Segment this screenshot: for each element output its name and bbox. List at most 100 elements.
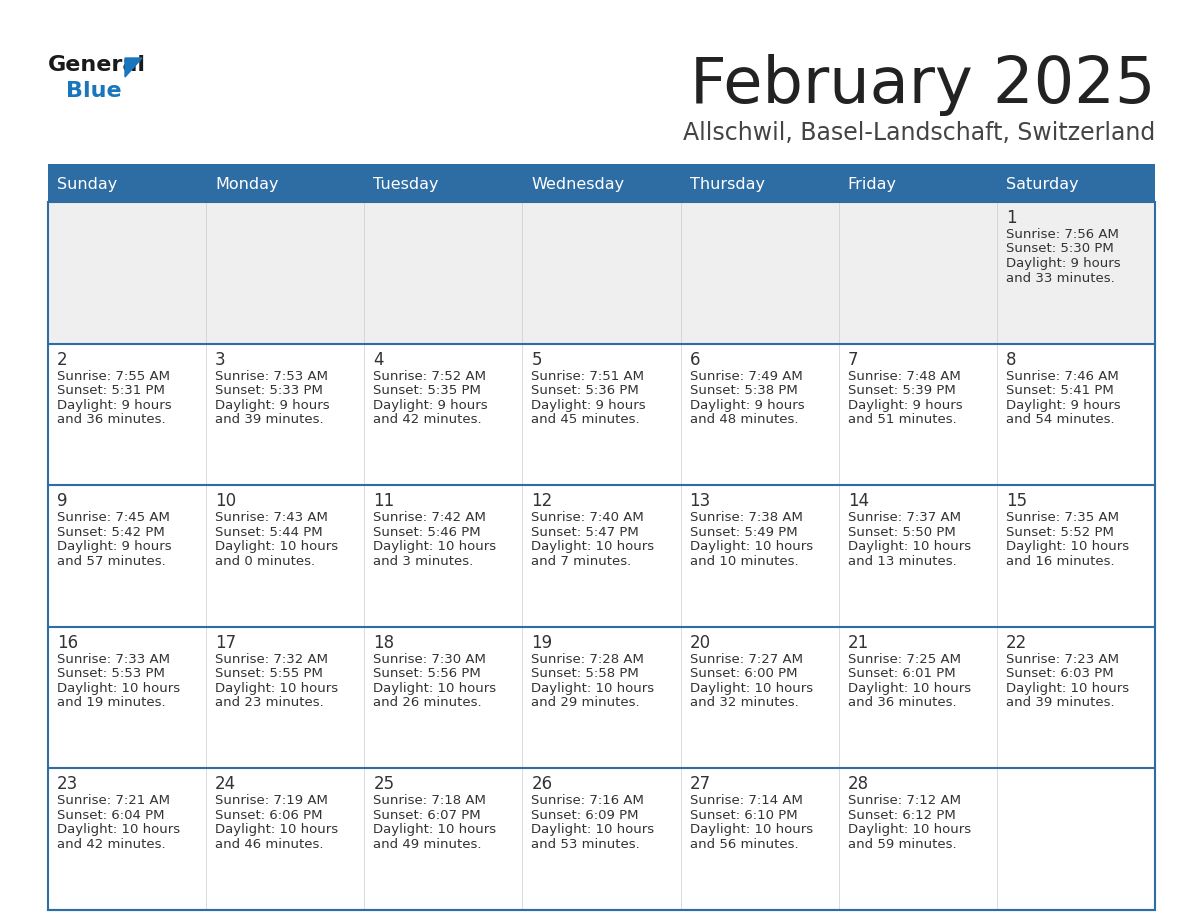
Text: 28: 28	[848, 776, 868, 793]
Text: 26: 26	[531, 776, 552, 793]
Text: 9: 9	[57, 492, 68, 510]
Text: and 42 minutes.: and 42 minutes.	[373, 413, 482, 426]
Bar	[681, 768, 839, 910]
Text: Sunset: 5:31 PM: Sunset: 5:31 PM	[57, 384, 165, 397]
Text: 13: 13	[689, 492, 710, 510]
Text: Daylight: 10 hours: Daylight: 10 hours	[848, 540, 971, 554]
Text: Daylight: 10 hours: Daylight: 10 hours	[215, 823, 339, 836]
Text: General: General	[48, 55, 146, 75]
Text: Sunrise: 7:37 AM: Sunrise: 7:37 AM	[848, 511, 961, 524]
Text: 20: 20	[689, 633, 710, 652]
Text: 4: 4	[373, 351, 384, 369]
Text: 16: 16	[57, 633, 78, 652]
Text: Daylight: 9 hours: Daylight: 9 hours	[57, 398, 171, 411]
Text: Sunset: 5:36 PM: Sunset: 5:36 PM	[531, 384, 639, 397]
Bar	[839, 202, 997, 343]
Text: Sunrise: 7:46 AM: Sunrise: 7:46 AM	[1006, 370, 1119, 383]
Text: Daylight: 10 hours: Daylight: 10 hours	[848, 682, 971, 695]
Text: Sunrise: 7:35 AM: Sunrise: 7:35 AM	[1006, 511, 1119, 524]
Text: Sunrise: 7:49 AM: Sunrise: 7:49 AM	[689, 370, 802, 383]
Text: Sunrise: 7:56 AM: Sunrise: 7:56 AM	[1006, 228, 1119, 241]
Text: Sunset: 5:47 PM: Sunset: 5:47 PM	[531, 526, 639, 539]
Bar	[207, 486, 365, 627]
Text: Daylight: 10 hours: Daylight: 10 hours	[1006, 682, 1129, 695]
Bar	[681, 486, 839, 627]
Text: Sunset: 5:56 PM: Sunset: 5:56 PM	[373, 667, 481, 680]
Text: and 42 minutes.: and 42 minutes.	[57, 838, 165, 851]
Text: Sunset: 6:12 PM: Sunset: 6:12 PM	[848, 809, 955, 822]
Text: and 3 minutes.: and 3 minutes.	[373, 554, 474, 567]
Text: Blue: Blue	[67, 81, 121, 101]
Text: Daylight: 9 hours: Daylight: 9 hours	[1006, 257, 1120, 270]
Text: Sunset: 6:07 PM: Sunset: 6:07 PM	[373, 809, 481, 822]
Text: Sunrise: 7:55 AM: Sunrise: 7:55 AM	[57, 370, 170, 383]
Text: Sunrise: 7:18 AM: Sunrise: 7:18 AM	[373, 794, 486, 808]
Text: Sunrise: 7:33 AM: Sunrise: 7:33 AM	[57, 653, 170, 666]
Text: Friday: Friday	[848, 177, 897, 193]
Bar	[365, 343, 523, 486]
Bar	[365, 768, 523, 910]
Text: and 19 minutes.: and 19 minutes.	[57, 696, 165, 710]
Bar	[48, 202, 207, 343]
Text: Sunset: 6:10 PM: Sunset: 6:10 PM	[689, 809, 797, 822]
Text: Daylight: 10 hours: Daylight: 10 hours	[848, 823, 971, 836]
Text: Daylight: 9 hours: Daylight: 9 hours	[215, 398, 330, 411]
Bar	[839, 768, 997, 910]
Bar	[997, 486, 1155, 627]
Text: and 10 minutes.: and 10 minutes.	[689, 554, 798, 567]
Text: and 16 minutes.: and 16 minutes.	[1006, 554, 1114, 567]
Bar	[997, 343, 1155, 486]
Bar	[365, 202, 523, 343]
Text: Daylight: 9 hours: Daylight: 9 hours	[1006, 398, 1120, 411]
Text: 2: 2	[57, 351, 68, 369]
Text: Sunset: 6:01 PM: Sunset: 6:01 PM	[848, 667, 955, 680]
Text: and 45 minutes.: and 45 minutes.	[531, 413, 640, 426]
Text: Sunset: 5:46 PM: Sunset: 5:46 PM	[373, 526, 481, 539]
Text: Sunset: 5:39 PM: Sunset: 5:39 PM	[848, 384, 955, 397]
Text: 25: 25	[373, 776, 394, 793]
Text: Sunset: 5:41 PM: Sunset: 5:41 PM	[1006, 384, 1113, 397]
Text: 10: 10	[215, 492, 236, 510]
Text: Daylight: 10 hours: Daylight: 10 hours	[689, 682, 813, 695]
Text: and 0 minutes.: and 0 minutes.	[215, 554, 315, 567]
Text: Sunset: 6:04 PM: Sunset: 6:04 PM	[57, 809, 164, 822]
Text: 11: 11	[373, 492, 394, 510]
Bar	[523, 768, 681, 910]
Text: and 33 minutes.: and 33 minutes.	[1006, 272, 1114, 285]
Text: Daylight: 10 hours: Daylight: 10 hours	[689, 823, 813, 836]
Bar	[48, 202, 1155, 910]
Text: 14: 14	[848, 492, 868, 510]
Text: 27: 27	[689, 776, 710, 793]
Text: 7: 7	[848, 351, 858, 369]
Bar	[839, 627, 997, 768]
Bar	[681, 202, 839, 343]
Text: Sunrise: 7:27 AM: Sunrise: 7:27 AM	[689, 653, 803, 666]
Text: Tuesday: Tuesday	[373, 177, 438, 193]
Text: Sunrise: 7:30 AM: Sunrise: 7:30 AM	[373, 653, 486, 666]
Bar	[681, 627, 839, 768]
Bar	[839, 343, 997, 486]
Text: Daylight: 10 hours: Daylight: 10 hours	[1006, 540, 1129, 554]
Text: 21: 21	[848, 633, 868, 652]
Text: Daylight: 10 hours: Daylight: 10 hours	[215, 682, 339, 695]
Bar	[365, 486, 523, 627]
Text: Daylight: 10 hours: Daylight: 10 hours	[373, 682, 497, 695]
Text: Sunrise: 7:51 AM: Sunrise: 7:51 AM	[531, 370, 644, 383]
Text: Sunrise: 7:48 AM: Sunrise: 7:48 AM	[848, 370, 960, 383]
Text: Sunday: Sunday	[57, 177, 118, 193]
Bar	[997, 768, 1155, 910]
Text: and 53 minutes.: and 53 minutes.	[531, 838, 640, 851]
Text: and 36 minutes.: and 36 minutes.	[848, 696, 956, 710]
Text: and 54 minutes.: and 54 minutes.	[1006, 413, 1114, 426]
Bar	[681, 343, 839, 486]
Bar	[48, 343, 207, 486]
Bar	[48, 168, 1155, 202]
Text: and 39 minutes.: and 39 minutes.	[215, 413, 324, 426]
Text: 19: 19	[531, 633, 552, 652]
Text: Sunset: 6:03 PM: Sunset: 6:03 PM	[1006, 667, 1113, 680]
Text: Monday: Monday	[215, 177, 279, 193]
Bar	[997, 627, 1155, 768]
Bar	[48, 164, 1155, 168]
Text: Sunset: 5:30 PM: Sunset: 5:30 PM	[1006, 242, 1113, 255]
Text: and 39 minutes.: and 39 minutes.	[1006, 696, 1114, 710]
